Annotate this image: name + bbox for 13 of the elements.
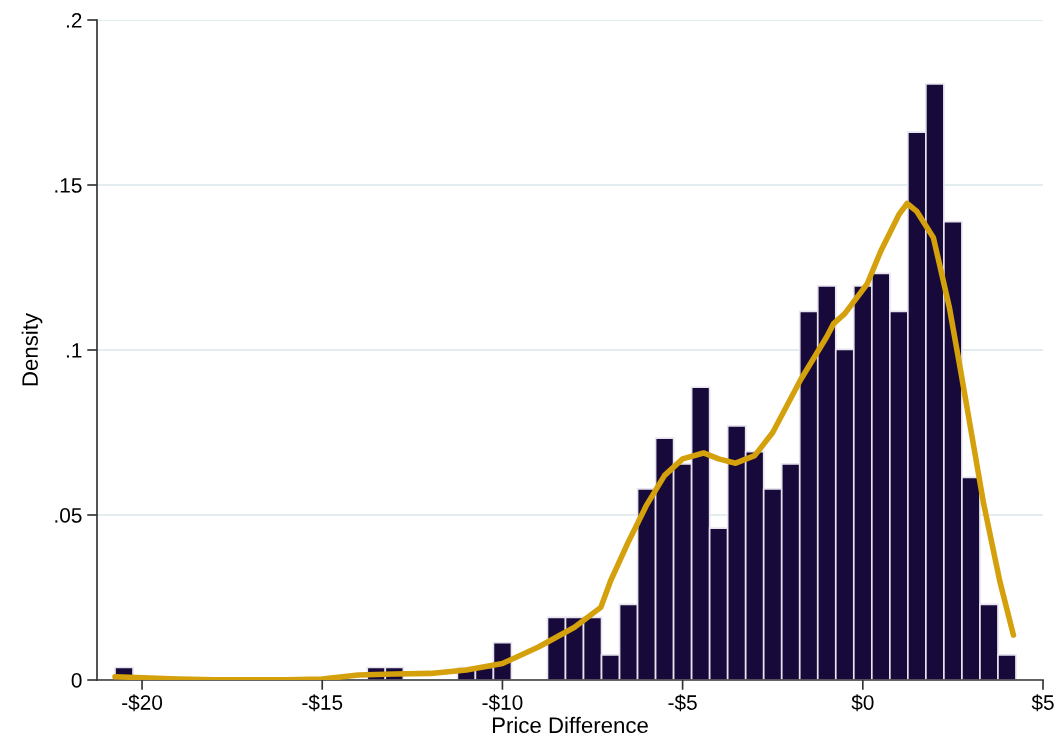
x-axis-title: Price Difference: [492, 716, 648, 734]
y-tick-label: .15: [55, 178, 82, 193]
y-axis-title: Density: [21, 312, 43, 386]
x-tick-label: -$5: [668, 694, 697, 712]
y-tick-label: .05: [55, 508, 82, 523]
x-tick-label: -$15: [302, 694, 343, 712]
y-tick-label: .1: [66, 343, 82, 358]
y-tick-label: 0: [71, 673, 82, 688]
x-tick-label: -$20: [122, 694, 163, 712]
y-tick-label: .2: [66, 13, 82, 28]
x-tick-label: $5: [1031, 694, 1054, 712]
x-tick-label: $0: [851, 694, 874, 712]
x-tick-label: -$10: [482, 694, 523, 712]
